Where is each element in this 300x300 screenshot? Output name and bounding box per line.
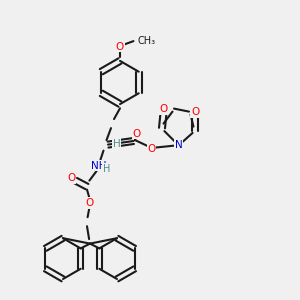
Text: O: O <box>86 198 94 208</box>
Text: O: O <box>116 41 124 52</box>
Text: O: O <box>132 128 141 139</box>
Text: O: O <box>191 107 199 117</box>
Text: O: O <box>159 104 168 115</box>
Text: N: N <box>175 140 182 150</box>
Text: CH₃: CH₃ <box>137 35 155 46</box>
Text: H: H <box>112 139 120 149</box>
Text: O: O <box>147 144 156 154</box>
Text: NH: NH <box>91 160 107 171</box>
Text: H: H <box>103 164 110 174</box>
Text: O: O <box>67 173 76 183</box>
